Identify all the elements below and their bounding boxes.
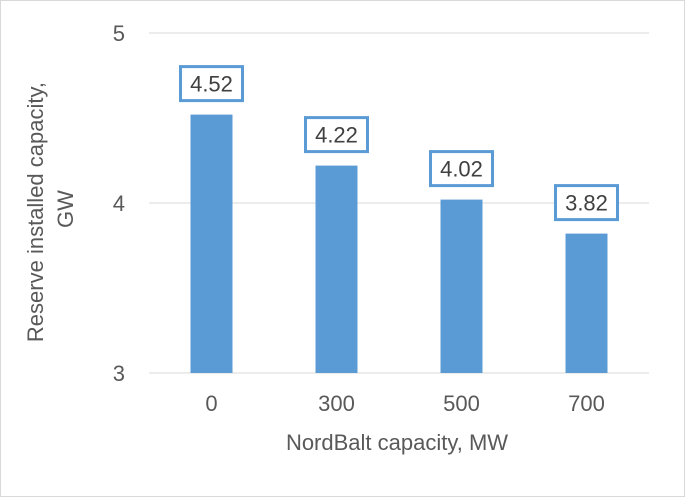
y-axis-title-line-1: Reserve installed capacity, [23, 82, 48, 342]
bars [190, 114, 608, 373]
data-label-box [304, 116, 369, 154]
x-tick-label: 0 [205, 391, 217, 416]
data-label: 4.02 [440, 157, 483, 182]
bar [190, 114, 233, 373]
x-tick-label: 300 [318, 391, 355, 416]
y-tick-label: 4 [113, 191, 125, 216]
data-labels: 4.52 4.22 4.02 3.82 [179, 65, 619, 222]
x-tick-label: 700 [568, 391, 605, 416]
data-label: 4.52 [190, 72, 233, 97]
bar [315, 165, 358, 373]
data-label-box [554, 184, 619, 222]
bar [565, 233, 608, 373]
data-label-box [429, 150, 494, 188]
y-axis-ticks: 3 4 5 [113, 21, 125, 386]
y-tick-label: 3 [113, 361, 125, 386]
data-label-box [179, 65, 244, 103]
y-axis-title-line-2: GW [53, 190, 78, 228]
bar [440, 199, 483, 373]
y-tick-label: 5 [113, 21, 125, 46]
x-axis-ticks: 0 300 500 700 [205, 391, 604, 416]
y-axis-title: Reserve installed capacity, GW [23, 76, 78, 342]
x-axis-title: NordBalt capacity, MW [286, 430, 508, 455]
data-label: 4.22 [315, 123, 358, 148]
data-label: 3.82 [565, 191, 608, 216]
x-tick-label: 500 [443, 391, 480, 416]
